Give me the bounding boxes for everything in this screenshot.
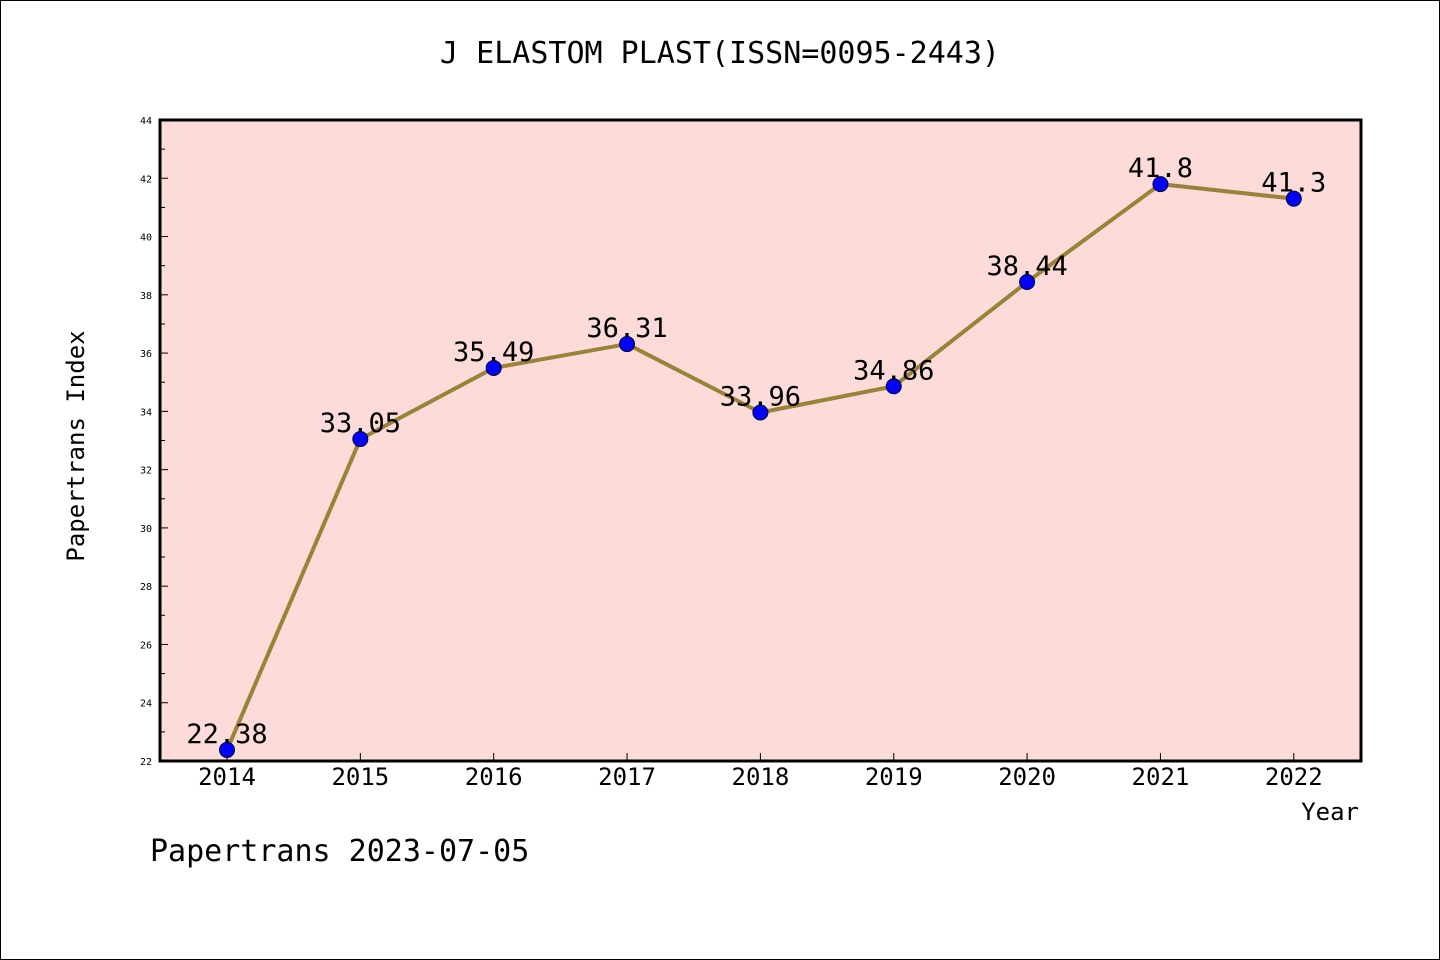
data-point [1152, 176, 1169, 193]
y-tick-label: 28 [140, 582, 152, 593]
data-label: 35.49 [453, 337, 534, 368]
y-tick-label: 34 [140, 407, 152, 418]
y-axis: 22 24 26 28 30 32 34 36 38 40 42 44 [140, 116, 168, 768]
x-tick-label: 2014 [198, 763, 256, 791]
x-tick-label: 2018 [732, 763, 790, 791]
data-labels: 22.38 33.05 35.49 36.31 33.96 34.86 38.44 41.8 4… [186, 153, 1326, 750]
y-tick-label: 32 [140, 466, 152, 477]
x-tick-label: 2021 [1132, 763, 1190, 791]
data-label: 33.96 [720, 382, 801, 413]
x-tick-label: 2022 [1265, 763, 1323, 791]
data-point [219, 741, 235, 758]
x-tick-label: 2020 [998, 763, 1056, 791]
plot-area [158, 118, 1363, 763]
data-label: 38.44 [986, 251, 1067, 282]
chart-title: J ELASTOM PLAST(ISSN=0095-2443) [440, 36, 1000, 71]
data-point [485, 359, 502, 376]
data-point [885, 378, 902, 395]
data-point [619, 336, 636, 353]
x-tick-label: 2016 [465, 763, 523, 791]
x-tick-label: 2017 [598, 763, 656, 791]
data-label: 41.3 [1261, 168, 1326, 199]
x-axis: 2014 2015 2016 2017 2018 2019 2020 2021 2022 [198, 753, 1323, 791]
y-tick-label: 24 [140, 699, 152, 710]
x-tick-label: 2015 [331, 763, 389, 791]
y-tick-label: 44 [140, 116, 152, 127]
data-label: 33.05 [320, 408, 401, 439]
data-label: 41.8 [1128, 153, 1193, 184]
y-tick-label: 36 [140, 349, 152, 360]
data-point [1285, 190, 1302, 207]
data-point [352, 431, 369, 448]
data-label: 22.38 [186, 719, 267, 750]
y-tick-label: 26 [140, 640, 152, 651]
footer-note: Papertrans 2023-07-05 [150, 834, 530, 869]
data-label: 34.86 [853, 355, 934, 386]
y-axis-label: Papertrans Index [62, 330, 90, 561]
x-axis-label: Year [1301, 798, 1359, 826]
data-point [752, 404, 769, 421]
y-tick-label: 42 [140, 174, 152, 185]
data-label: 36.31 [586, 313, 667, 344]
y-tick-label: 30 [140, 524, 152, 535]
x-tick-label: 2019 [865, 763, 923, 791]
y-tick-label: 38 [140, 291, 152, 302]
y-tick-label: 40 [140, 233, 152, 244]
data-points [219, 176, 1302, 758]
y-tick-label: 22 [140, 757, 152, 768]
data-point [1019, 273, 1036, 290]
